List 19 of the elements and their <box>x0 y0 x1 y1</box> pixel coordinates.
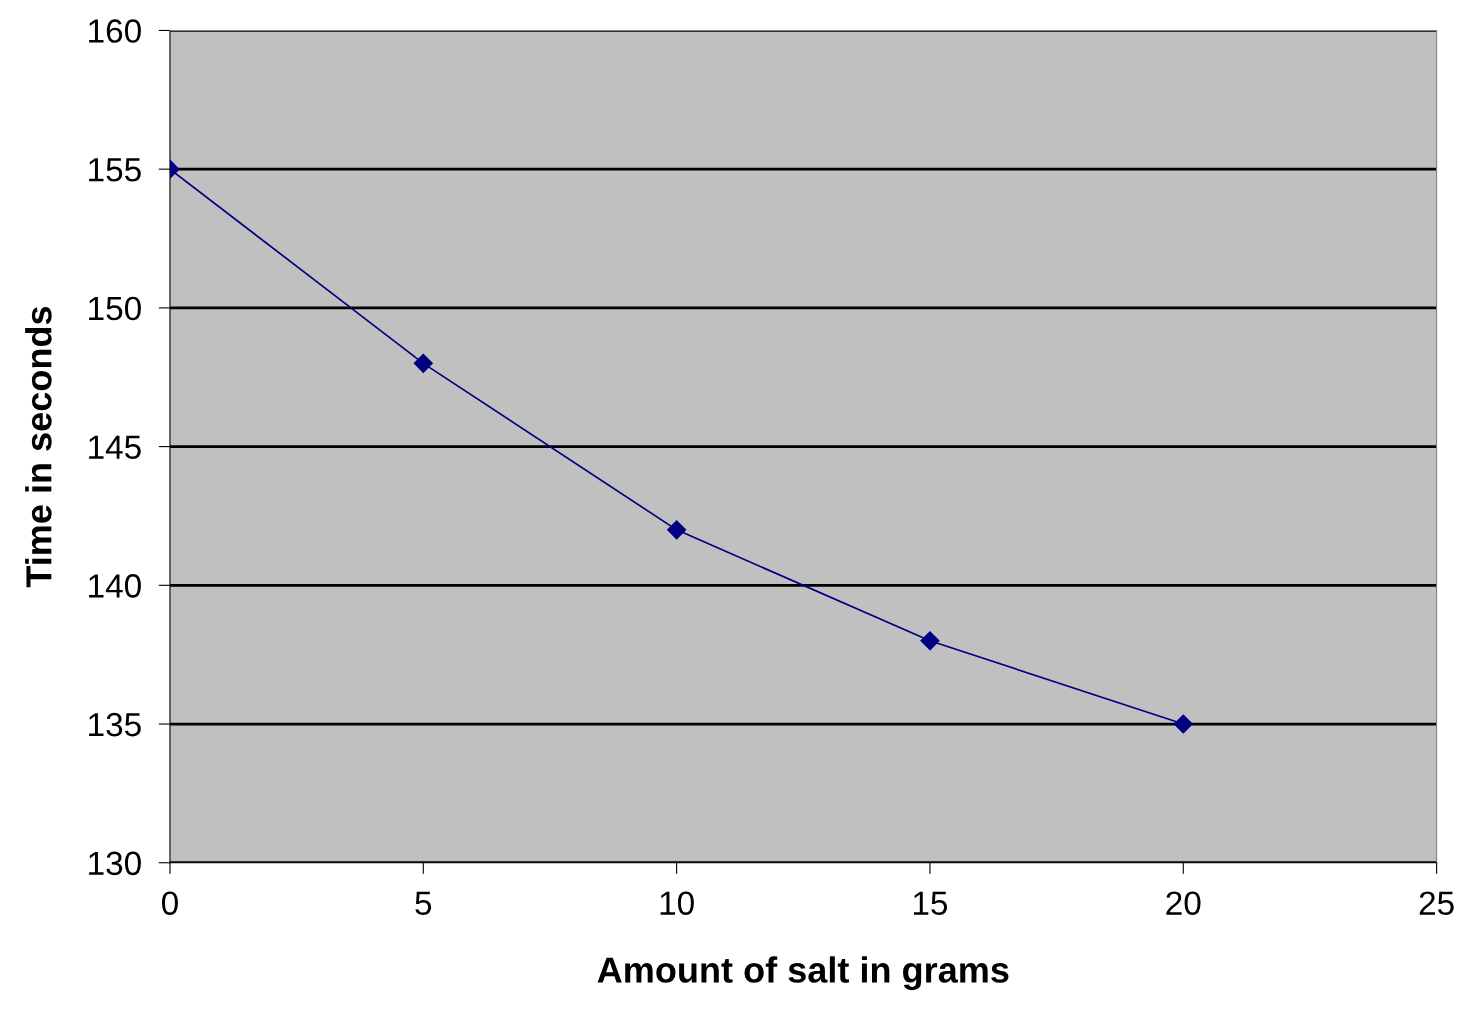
x-tick-label: 10 <box>660 891 694 916</box>
y-tick-label: 155 <box>89 158 141 182</box>
x-tick-label: 20 <box>1166 891 1201 916</box>
y-axis-title: Time in seconds <box>25 306 52 588</box>
y-tick-label: 145 <box>89 435 141 460</box>
x-tick-label: 5 <box>415 891 432 916</box>
point <box>1173 714 1193 734</box>
x-tick-label: 0 <box>162 891 178 916</box>
point <box>667 520 687 540</box>
point <box>413 353 433 373</box>
x-tick-label: 15 <box>913 891 948 916</box>
y-tick-label: 135 <box>89 712 141 737</box>
y-tick-label: 140 <box>89 574 141 598</box>
x-tick-label: 25 <box>1419 891 1454 916</box>
x-axis-title: Amount of salt in grams <box>597 956 1009 991</box>
y-tick-label: 160 <box>89 19 141 43</box>
y-tick-label: 130 <box>89 851 141 876</box>
point <box>920 631 940 651</box>
y-tick-label: 150 <box>89 296 141 321</box>
